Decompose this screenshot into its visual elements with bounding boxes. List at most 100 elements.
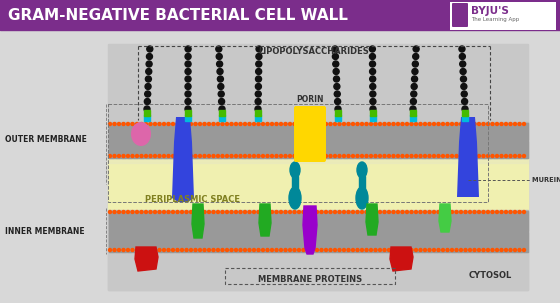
Circle shape: [221, 211, 224, 214]
Bar: [335, 110, 341, 116]
Circle shape: [441, 155, 445, 158]
Bar: [487, 211, 492, 231]
Circle shape: [461, 84, 467, 89]
Circle shape: [167, 211, 170, 214]
Circle shape: [266, 248, 269, 251]
Circle shape: [500, 122, 503, 125]
Bar: [283, 141, 288, 158]
Circle shape: [370, 155, 372, 158]
Bar: [219, 110, 225, 116]
Polygon shape: [135, 247, 158, 271]
Bar: [343, 211, 348, 231]
Bar: [175, 211, 180, 231]
Bar: [145, 211, 150, 231]
Bar: [229, 232, 234, 252]
Bar: [313, 232, 318, 252]
Bar: [144, 110, 150, 116]
Circle shape: [284, 248, 287, 251]
Bar: [367, 123, 372, 140]
Bar: [373, 123, 378, 140]
Circle shape: [370, 211, 372, 214]
Bar: [409, 123, 414, 140]
Bar: [343, 123, 348, 140]
Ellipse shape: [357, 162, 367, 178]
Bar: [223, 123, 228, 140]
Bar: [523, 211, 528, 231]
Bar: [313, 123, 318, 140]
Bar: [391, 141, 396, 158]
Circle shape: [315, 155, 319, 158]
Bar: [403, 123, 408, 140]
Circle shape: [194, 248, 197, 251]
Bar: [265, 123, 270, 140]
Circle shape: [149, 211, 152, 214]
Bar: [271, 141, 276, 158]
Bar: [307, 232, 312, 252]
Circle shape: [109, 155, 111, 158]
Circle shape: [379, 122, 381, 125]
Circle shape: [379, 155, 381, 158]
Bar: [277, 232, 282, 252]
Circle shape: [140, 122, 143, 125]
Circle shape: [462, 106, 468, 112]
Circle shape: [324, 248, 328, 251]
Circle shape: [144, 155, 147, 158]
Bar: [451, 232, 456, 252]
Bar: [133, 232, 138, 252]
Circle shape: [270, 155, 273, 158]
Circle shape: [306, 248, 310, 251]
Circle shape: [284, 122, 287, 125]
Circle shape: [185, 84, 191, 89]
Circle shape: [469, 155, 472, 158]
Bar: [108, 122, 528, 158]
Bar: [169, 141, 174, 158]
Bar: [181, 232, 186, 252]
Bar: [481, 141, 486, 158]
Bar: [253, 211, 258, 231]
Circle shape: [203, 248, 206, 251]
Bar: [108, 252, 528, 290]
Bar: [109, 123, 114, 140]
Circle shape: [162, 122, 166, 125]
Circle shape: [109, 248, 111, 251]
Circle shape: [302, 155, 305, 158]
Ellipse shape: [131, 122, 151, 146]
Circle shape: [217, 211, 220, 214]
Circle shape: [279, 211, 282, 214]
Circle shape: [410, 248, 413, 251]
Bar: [379, 211, 384, 231]
Bar: [319, 123, 324, 140]
Circle shape: [455, 211, 458, 214]
Bar: [475, 141, 480, 158]
Circle shape: [131, 211, 134, 214]
Circle shape: [496, 122, 498, 125]
Bar: [451, 141, 456, 158]
Circle shape: [413, 46, 419, 52]
Circle shape: [460, 122, 463, 125]
Circle shape: [208, 155, 211, 158]
Circle shape: [140, 155, 143, 158]
Circle shape: [297, 122, 301, 125]
Circle shape: [411, 91, 417, 97]
Bar: [367, 232, 372, 252]
Bar: [337, 123, 342, 140]
Bar: [169, 211, 174, 231]
Circle shape: [446, 122, 449, 125]
Bar: [343, 141, 348, 158]
Circle shape: [127, 211, 129, 214]
Circle shape: [185, 61, 191, 67]
Circle shape: [405, 248, 408, 251]
Bar: [225, 268, 395, 284]
Bar: [379, 232, 384, 252]
Circle shape: [253, 122, 255, 125]
Bar: [517, 232, 522, 252]
Circle shape: [171, 248, 175, 251]
Circle shape: [320, 155, 323, 158]
Circle shape: [248, 155, 251, 158]
Circle shape: [365, 248, 368, 251]
Bar: [235, 232, 240, 252]
Bar: [517, 123, 522, 140]
Circle shape: [284, 155, 287, 158]
Circle shape: [496, 211, 498, 214]
Circle shape: [500, 155, 503, 158]
